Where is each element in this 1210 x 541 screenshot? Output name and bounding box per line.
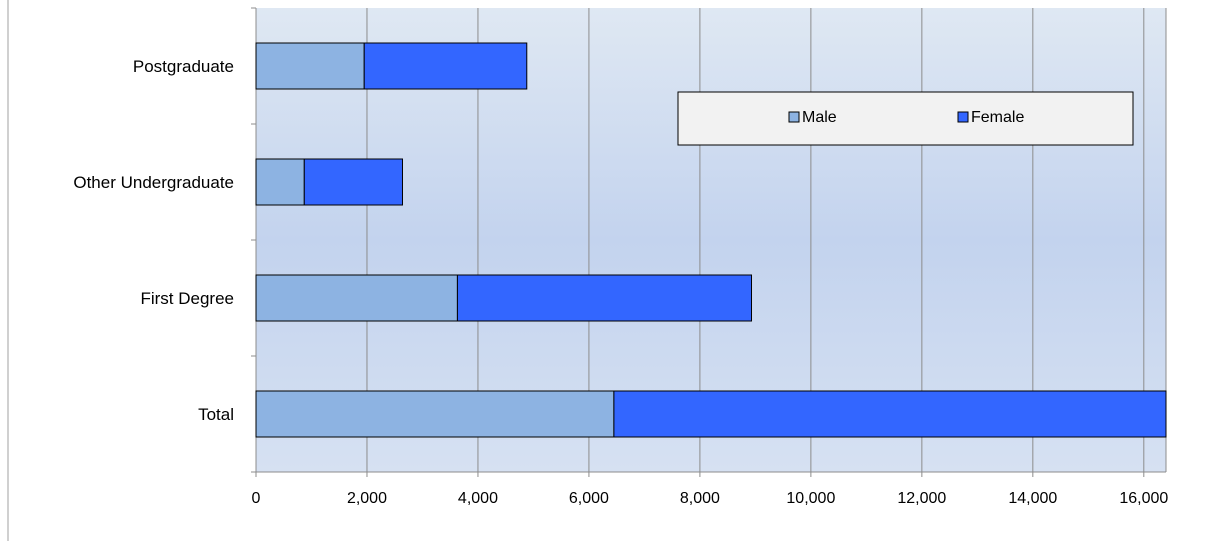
bar-total-female bbox=[613, 390, 1167, 438]
bar-other-undergraduate-female bbox=[303, 158, 403, 206]
x-tick-label-8000: 8,000 bbox=[680, 490, 720, 507]
bar-first-degree-male bbox=[255, 274, 458, 322]
legend-box bbox=[677, 91, 1134, 146]
y-category-label-postgraduate: Postgraduate bbox=[133, 57, 234, 76]
x-tick-label-12000: 12,000 bbox=[897, 490, 946, 507]
legend: Male Female bbox=[677, 91, 1134, 146]
bar-postgraduate-female bbox=[363, 42, 528, 90]
y-category-label-other-undergraduate: Other Undergraduate bbox=[73, 173, 234, 192]
bars bbox=[255, 42, 1167, 438]
bar-first-degree-female bbox=[456, 274, 753, 322]
x-tick-label-2000: 2,000 bbox=[347, 490, 387, 507]
x-tick-label-0: 0 bbox=[252, 490, 261, 507]
y-category-label-total: Total bbox=[198, 405, 234, 424]
bar-postgraduate-male bbox=[255, 42, 365, 90]
y-category-label-first-degree: First Degree bbox=[140, 289, 234, 308]
legend-swatch-male bbox=[788, 111, 800, 123]
legend-label-female: Female bbox=[971, 109, 1024, 126]
x-tick-label-6000: 6,000 bbox=[569, 490, 609, 507]
legend-label-male: Male bbox=[802, 109, 837, 126]
legend-swatch-female bbox=[957, 111, 969, 123]
x-tick-label-14000: 14,000 bbox=[1008, 490, 1057, 507]
x-tick-label-16000: 16,000 bbox=[1119, 490, 1168, 507]
y-axis-category-labels: Total First Degree Other Undergraduate Post… bbox=[73, 57, 234, 424]
x-axis-tick-labels: 0 2,000 4,000 6,000 8,000 10,000 12,000 14,000 1… bbox=[252, 490, 1169, 507]
bar-other-undergraduate-male bbox=[255, 158, 305, 206]
bar-total-male bbox=[255, 390, 615, 438]
x-tick-label-10000: 10,000 bbox=[786, 490, 835, 507]
x-tick-label-4000: 4,000 bbox=[458, 490, 498, 507]
